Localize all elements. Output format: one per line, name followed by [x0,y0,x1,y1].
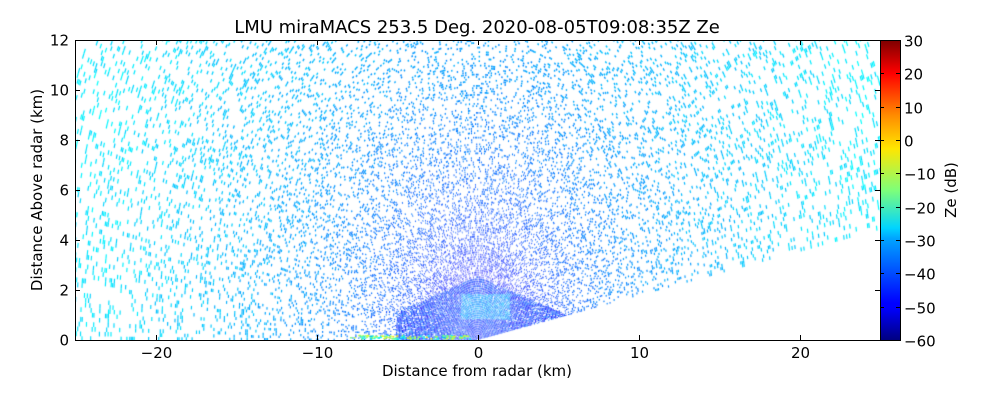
x-tick-label: 10 [630,344,649,362]
radar-reflectivity-field [75,40,880,340]
y-tick-label: 10 [50,82,69,100]
colorbar-tick-label: −10 [904,166,936,184]
y-tick-label: 4 [59,232,69,250]
colorbar-tick-label: −30 [904,233,936,251]
x-tick-label: 20 [791,344,810,362]
plot-area-border [75,40,881,341]
colorbar-tick-label: −20 [904,200,936,218]
colorbar-tick-label: 20 [904,66,923,84]
colorbar-tick-label: −40 [904,266,936,284]
y-tick-label: 8 [59,132,69,150]
colorbar-label: Ze (dB) [942,162,960,218]
x-tick-label: 0 [474,344,484,362]
x-tick-label: −10 [302,344,334,362]
x-axis-label: Distance from radar (km) [382,362,572,380]
colorbar-tick-label: 30 [904,33,923,51]
y-axis-label: Distance Above radar (km) [28,89,46,291]
colorbar-tick-label: 0 [904,133,914,151]
x-tick-label: −20 [141,344,173,362]
y-tick-label: 2 [59,282,69,300]
y-tick-label: 6 [59,182,69,200]
colorbar-tick-label: 10 [904,100,923,118]
colorbar-tick-label: −50 [904,300,936,318]
colorbar-tick-label: −60 [904,333,936,351]
colorbar [880,40,901,341]
y-tick-label: 12 [50,32,69,50]
y-tick-label: 0 [59,332,69,350]
chart-title: LMU miraMACS 253.5 Deg. 2020-08-05T09:08… [234,17,720,38]
